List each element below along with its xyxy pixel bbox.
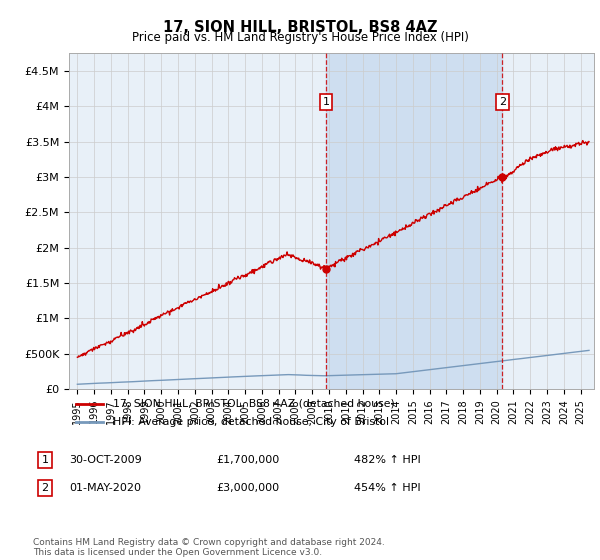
Bar [326, 53, 502, 389]
Text: £1,700,000: £1,700,000 [216, 455, 279, 465]
Text: 2: 2 [41, 483, 49, 493]
Text: 482% ↑ HPI: 482% ↑ HPI [354, 455, 421, 465]
Text: Price paid vs. HM Land Registry's House Price Index (HPI): Price paid vs. HM Land Registry's House … [131, 31, 469, 44]
Text: 30-OCT-2009: 30-OCT-2009 [69, 455, 142, 465]
Text: 454% ↑ HPI: 454% ↑ HPI [354, 483, 421, 493]
Text: Contains HM Land Registry data © Crown copyright and database right 2024.
This d: Contains HM Land Registry data © Crown c… [33, 538, 385, 557]
Text: 2: 2 [499, 97, 506, 107]
Text: 17, SION HILL, BRISTOL, BS8 4AZ (detached house): 17, SION HILL, BRISTOL, BS8 4AZ (detache… [113, 399, 394, 409]
Text: HPI: Average price, detached house, City of Bristol: HPI: Average price, detached house, City… [113, 417, 389, 427]
Text: 17, SION HILL, BRISTOL, BS8 4AZ: 17, SION HILL, BRISTOL, BS8 4AZ [163, 20, 437, 35]
Text: 1: 1 [41, 455, 49, 465]
Text: 01-MAY-2020: 01-MAY-2020 [69, 483, 141, 493]
Text: 1: 1 [323, 97, 329, 107]
Text: £3,000,000: £3,000,000 [216, 483, 279, 493]
